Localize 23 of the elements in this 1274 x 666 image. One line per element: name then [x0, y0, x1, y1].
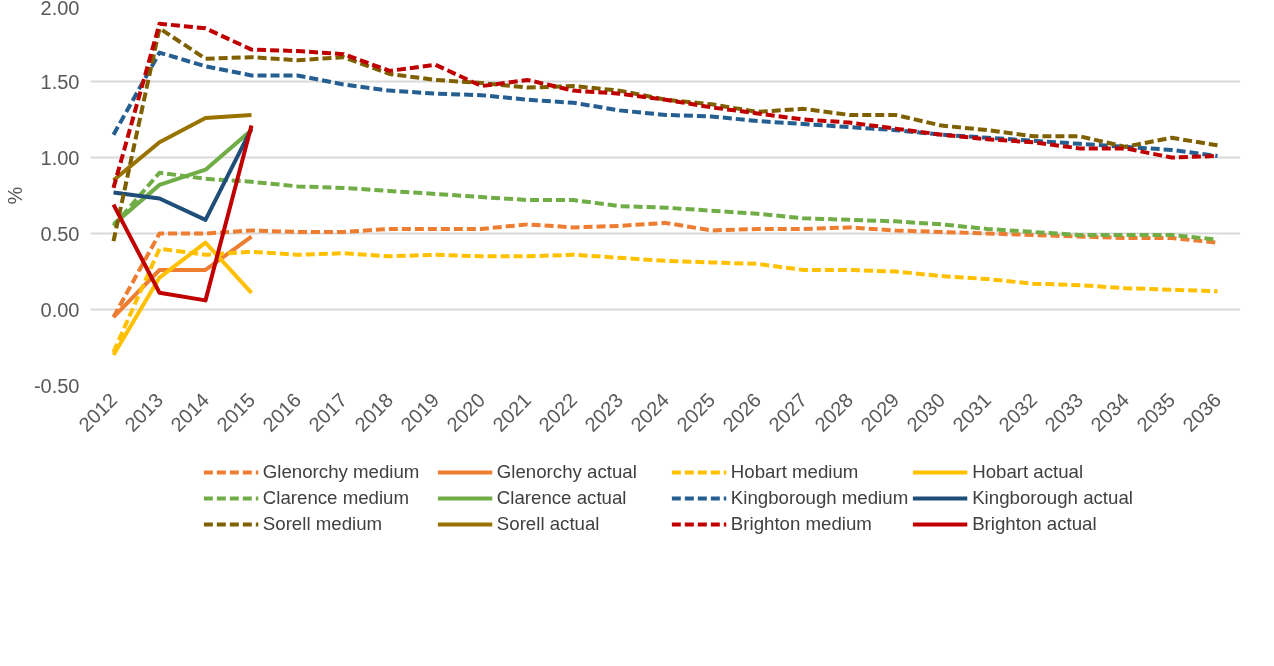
legend-label: Glenorchy actual: [496, 460, 638, 483]
line-series: [111, 26, 1220, 244]
legend-label: Sorell actual: [496, 512, 601, 535]
y-tick-label: -0.50: [33, 374, 80, 397]
y-tick-label: 2.00: [40, 0, 80, 19]
legend-label: Hobart actual: [972, 460, 1085, 483]
line-series: [111, 112, 254, 183]
y-tick-label: 0.00: [40, 298, 80, 321]
legend-label: Brighton medium: [730, 512, 873, 535]
y-tick-label: 0.50: [40, 222, 80, 245]
line-series: [111, 50, 1220, 158]
legend-label: Clarence actual: [496, 486, 628, 509]
legend-label: Sorell medium: [262, 512, 384, 535]
legend-label: Clarence medium: [262, 486, 411, 509]
line-series: [111, 123, 254, 303]
y-tick-label: 1.00: [40, 146, 80, 169]
legend-label: Kingborough actual: [972, 486, 1134, 509]
y-tick-label: 1.50: [40, 70, 80, 93]
legend-label: Glenorchy medium: [262, 460, 421, 483]
legend-label: Kingborough medium: [730, 486, 909, 509]
legend-label: Hobart medium: [730, 460, 860, 483]
y-axis-title: %: [3, 186, 26, 205]
legend-label: Brighton actual: [972, 512, 1098, 535]
